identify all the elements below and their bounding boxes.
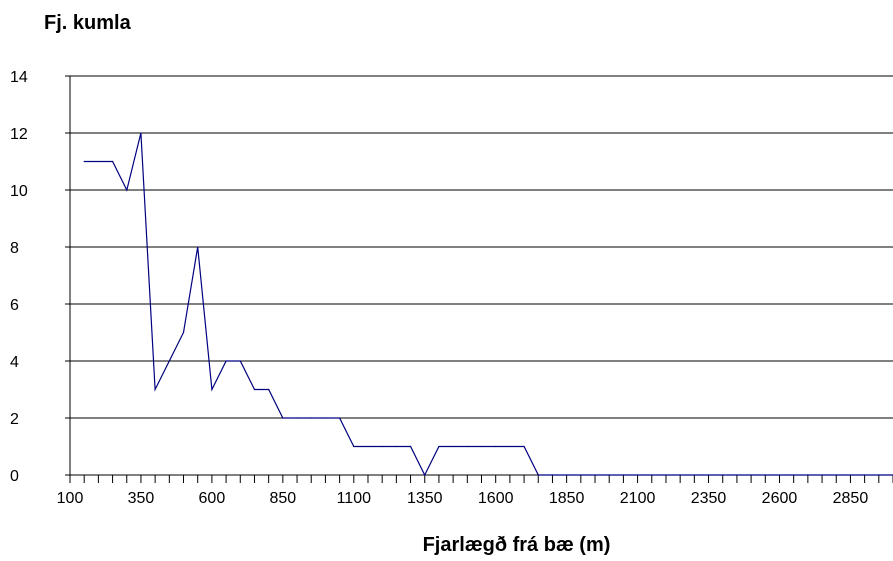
data-point — [480, 445, 483, 448]
data-point — [636, 474, 639, 476]
data-point — [750, 474, 752, 476]
data-point — [225, 360, 227, 362]
data-point — [566, 474, 568, 476]
data-point — [211, 388, 213, 391]
tick-marks — [65, 75, 893, 483]
x-axis-title: Fjarlægð frá bæ (m) — [422, 534, 611, 556]
data-point — [367, 445, 369, 448]
data-point — [878, 474, 880, 476]
data-point — [523, 445, 525, 448]
data-point — [864, 474, 866, 476]
data-point — [83, 160, 85, 163]
x-tick-label-1100: 1100 — [337, 490, 372, 507]
grid-lines — [70, 75, 893, 419]
data-point — [495, 445, 497, 448]
data-point — [537, 474, 539, 476]
y-tick-label-10: 10 — [10, 183, 28, 200]
data-point — [424, 474, 426, 476]
data-point — [381, 445, 383, 448]
data-point — [324, 417, 327, 419]
data-point — [339, 417, 341, 419]
data-point — [253, 388, 256, 391]
data-point — [580, 474, 582, 476]
y-tick-label-4: 4 — [10, 354, 19, 371]
series-layer — [83, 132, 893, 477]
data-point — [140, 132, 142, 134]
data-point — [239, 360, 241, 362]
data-point — [622, 474, 624, 476]
data-point — [764, 474, 766, 476]
data-point — [282, 417, 284, 419]
data-point — [665, 474, 667, 476]
x-tick-label-2600: 2600 — [762, 490, 798, 507]
data-point — [849, 474, 852, 476]
data-point — [126, 189, 128, 191]
y-tick-label-0: 0 — [10, 468, 19, 485]
x-tick-label-2100: 2100 — [620, 490, 656, 507]
data-point — [736, 474, 738, 476]
data-point — [608, 474, 610, 476]
y-tick-label-8: 8 — [10, 240, 19, 257]
data-point — [821, 474, 823, 476]
data-point — [651, 474, 653, 476]
x-tick-label-100: 100 — [57, 490, 84, 507]
x-tick-label-2850: 2850 — [833, 490, 869, 507]
tick-labels: 0 2 4 6 8 10 12 14 100 350 600 850 1100 1350 1600 1850 2… — [10, 69, 868, 507]
x-tick-label-350: 350 — [128, 490, 155, 507]
data-point — [168, 360, 170, 362]
x-tick-label-2350: 2350 — [691, 490, 727, 507]
data-point — [310, 417, 312, 419]
data-point — [778, 474, 781, 476]
data-point — [835, 474, 837, 476]
y-tick-label-12: 12 — [10, 126, 28, 143]
data-point — [594, 474, 596, 476]
data-point — [679, 474, 681, 476]
x-tick-label-1850: 1850 — [549, 490, 585, 507]
data-point — [793, 474, 795, 476]
y-axis-title: Fj. kumla — [44, 12, 131, 34]
data-point — [154, 388, 156, 391]
data-point — [111, 160, 114, 163]
data-point — [509, 445, 511, 448]
y-tick-label-14: 14 — [10, 69, 28, 86]
y-tick-label-2: 2 — [10, 411, 19, 428]
data-point — [296, 417, 298, 419]
y-tick-label-6: 6 — [10, 297, 19, 314]
data-point — [551, 474, 554, 476]
data-point — [268, 388, 270, 391]
data-point — [722, 474, 724, 476]
data-point — [395, 445, 397, 448]
data-point — [182, 331, 185, 334]
data-point — [353, 445, 355, 448]
x-tick-label-850: 850 — [269, 490, 296, 507]
data-point — [409, 445, 412, 448]
data-point — [693, 474, 695, 476]
data-point — [197, 246, 199, 248]
data-point — [452, 445, 454, 448]
x-tick-label-600: 600 — [199, 490, 226, 507]
data-point — [466, 445, 468, 448]
data-point — [707, 474, 710, 476]
x-tick-label-1350: 1350 — [407, 490, 443, 507]
x-tick-label-1600: 1600 — [478, 490, 514, 507]
data-point — [438, 445, 440, 448]
data-point — [807, 474, 809, 476]
